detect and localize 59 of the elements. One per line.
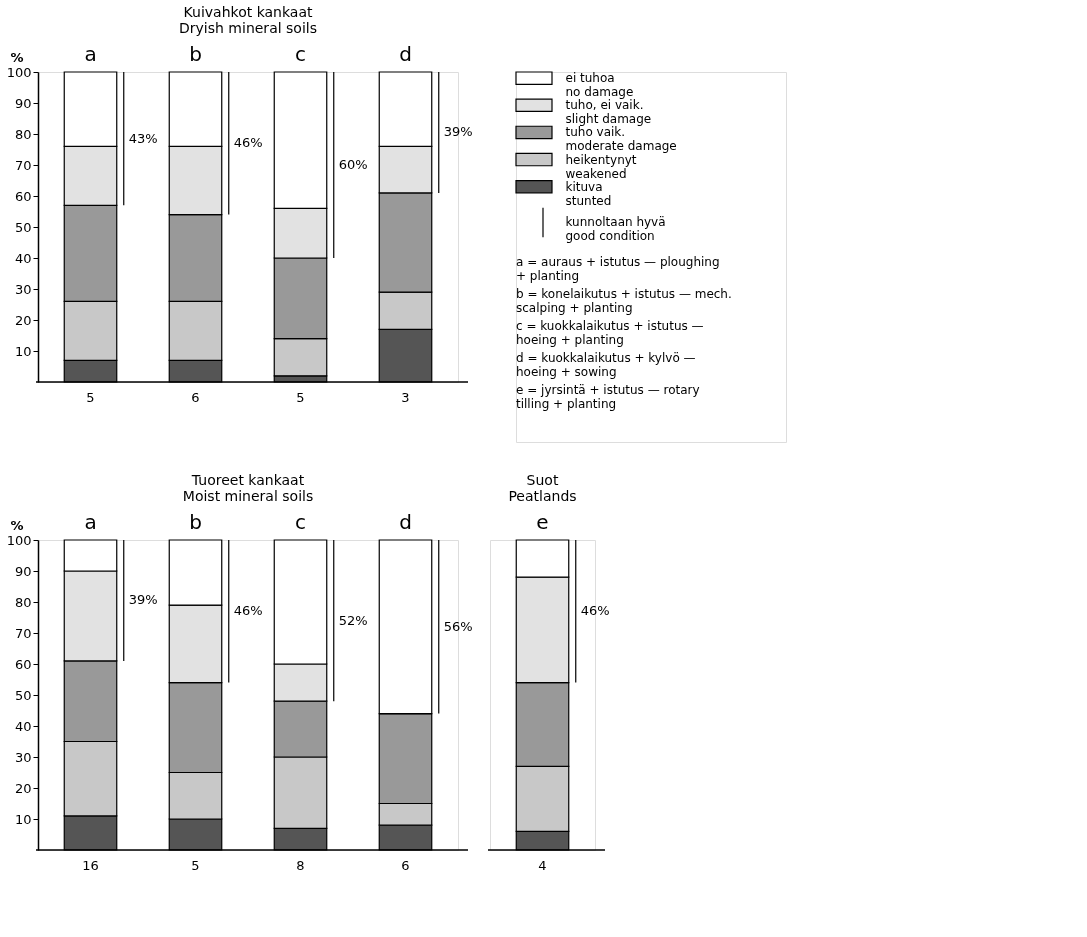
annotation: 39% xyxy=(128,592,158,608)
chart-title: Suot Peatlands xyxy=(508,472,577,504)
legend-label: kituva stunted xyxy=(565,179,612,208)
annotation: 39% xyxy=(443,124,473,140)
x-tick-label: a xyxy=(84,509,97,534)
y-tick-label: 30 xyxy=(14,281,32,297)
x-tick-label: c xyxy=(295,509,306,534)
text: b = konelaikutus + istutus — mech. scalping + planting xyxy=(516,287,732,315)
y-tick-label: 60 xyxy=(14,188,32,204)
y-tick-label: 10 xyxy=(14,811,32,827)
y-tick-label: 20 xyxy=(14,312,32,328)
text: c = kuokkalaikutus + istutus — hoeing + planting xyxy=(516,319,704,348)
chart-title: Tuoreet kankaat Moist mineral soils xyxy=(182,472,314,504)
annotation: 43% xyxy=(128,130,158,146)
x-tick-label: e xyxy=(536,509,549,534)
y-tick-label: 90 xyxy=(14,563,32,579)
text: 8 xyxy=(296,858,305,873)
text: 6 xyxy=(401,858,410,873)
text: 5 xyxy=(296,390,305,405)
text: 16 xyxy=(82,858,99,873)
y-tick-label: 60 xyxy=(14,656,32,672)
x-tick-label: d xyxy=(399,41,412,66)
annotation: 46% xyxy=(580,603,610,619)
x-tick-label: b xyxy=(189,509,202,534)
annotation: 46% xyxy=(233,603,263,619)
y-axis-title: % xyxy=(10,49,24,65)
y-tick-label: 20 xyxy=(14,780,32,796)
text: 5 xyxy=(86,390,95,405)
y-tick-label: 70 xyxy=(14,157,32,173)
text: a = auraus + istutus — ploughing + planting xyxy=(516,254,720,283)
text: 5 xyxy=(191,858,200,873)
x-tick-label: d xyxy=(399,509,412,534)
y-tick-label: 100 xyxy=(6,532,32,548)
y-tick-label: 40 xyxy=(14,250,32,266)
text: d = kuokkalaikutus + kylvö — hoeing + sowing xyxy=(516,351,696,380)
text: 6 xyxy=(191,390,200,405)
chart-title: Kuivahkot kankaat Dryish mineral soils xyxy=(179,4,317,36)
annotation: 60% xyxy=(338,157,368,172)
y-tick-label: 50 xyxy=(14,219,32,235)
annotation: 56% xyxy=(443,618,473,634)
text: 3 xyxy=(401,390,410,405)
annotation: 46% xyxy=(233,135,263,151)
text: 4 xyxy=(538,858,547,873)
y-tick-label: 90 xyxy=(14,95,32,111)
y-tick-label: 80 xyxy=(14,126,32,142)
text: e = jyrsintä + istutus — rotary tilling + planting xyxy=(516,383,700,412)
x-tick-label: b xyxy=(189,41,202,66)
y-tick-label: 50 xyxy=(14,687,32,703)
y-tick-label: 70 xyxy=(14,625,32,641)
y-tick-label: 30 xyxy=(14,749,32,765)
x-tick-label: c xyxy=(295,41,306,66)
y-tick-label: 40 xyxy=(14,718,32,734)
annotation: 52% xyxy=(338,612,368,628)
y-tick-label: 100 xyxy=(6,64,32,80)
x-tick-label: a xyxy=(84,41,97,66)
y-tick-label: 80 xyxy=(14,594,32,610)
y-tick-label: 10 xyxy=(14,343,32,359)
text: kunnoltaan hyvä good condition xyxy=(565,215,666,244)
y-axis-title: % xyxy=(10,517,24,533)
